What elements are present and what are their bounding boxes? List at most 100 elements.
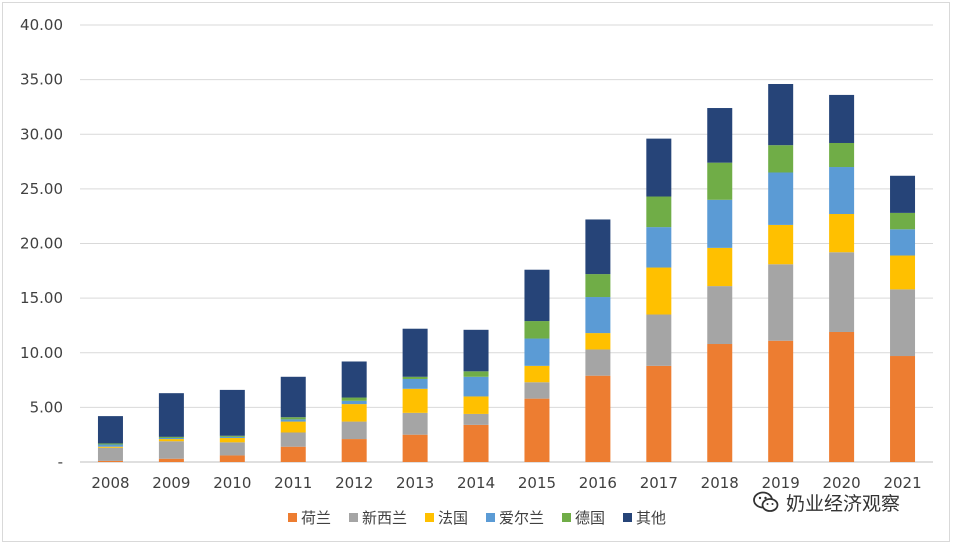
bar-segment [646,138,672,197]
legend-swatch [562,513,572,522]
bar-segment [707,247,733,287]
bar-segment [768,224,794,265]
bar-segment [829,214,855,253]
legend: 荷兰 新西兰 法国 爱尔兰 德国 其他 [0,507,954,528]
bar-segment [768,340,794,462]
bar-segment [158,436,184,438]
bar-segment [280,421,306,433]
x-tick-label: 2020 [823,474,861,492]
bar-segment [707,108,733,163]
bar-segment [585,274,611,298]
bar-segment [341,361,367,398]
bar-segment [341,400,367,405]
bar-segment [341,397,367,401]
x-tick-label: 2018 [701,474,739,492]
bar-segment [524,365,550,383]
y-tick-label: 25.00 [20,180,63,198]
bar-segment [463,424,489,462]
bars [97,83,916,462]
bar-segment [829,94,855,143]
bar-segment [524,269,550,322]
bar-segment [158,439,184,442]
y-tick-label: 15.00 [20,289,63,307]
watermark-text: 奶业经济观察 [786,492,901,515]
bar-segment [280,432,306,447]
y-tick-label: 20.00 [20,235,63,253]
y-tick-label: 35.00 [20,71,63,89]
bar-segment [341,439,367,462]
x-tick-label: 2019 [762,474,800,492]
bar-segment [463,371,489,377]
gridlines [80,24,933,463]
x-axis-ticks: 2008 2009 2010 2011 2012 2013 2014 2015 2016 2017… [91,474,921,492]
legend-label: 爱尔兰 [499,509,545,527]
legend-label: 荷兰 [300,509,331,527]
legend-label: 法国 [437,509,468,527]
legend-swatch [287,513,297,522]
bar-segment [646,196,672,228]
bar-segment [219,437,245,443]
bar-segment [219,436,245,438]
x-tick-label: 2011 [274,474,312,492]
bar-segment [890,289,916,357]
legend-item: 德国 [562,507,605,528]
bar-segment [768,172,794,225]
bar-segment [219,435,245,437]
bar-segment [158,458,184,462]
bar-segment [646,365,672,462]
bar-segment [646,227,672,268]
legend-item: 爱尔兰 [486,507,544,528]
x-tick-label: 2012 [335,474,373,492]
legend-label: 新西兰 [361,509,407,527]
legend-swatch [424,513,434,522]
bar-segment [829,252,855,332]
bar-segment [707,344,733,462]
bar-segment [829,167,855,215]
bar-segment [890,356,916,462]
bar-segment [585,219,611,275]
bar-segment [585,375,611,462]
legend-label: 德国 [575,509,606,527]
bar-segment [158,437,184,440]
bar-segment [890,175,916,213]
x-tick-label: 2016 [579,474,617,492]
bar-segment [890,229,916,256]
y-tick-label: 40.00 [20,16,63,34]
legend-swatch [486,513,495,522]
bar-segment [463,376,489,397]
bar-segment [158,441,184,459]
bar-segment [524,398,550,462]
bar-segment [707,286,733,345]
bar-segment [646,314,672,366]
legend-item: 法国 [424,507,468,528]
bar-segment [524,338,550,366]
bar-segment [707,162,733,200]
bar-segment [890,212,916,230]
bar-segment [402,376,428,379]
bar-segment [97,460,123,462]
bar-segment [341,404,367,422]
y-axis-ticks: - 5.00 10.00 15.00 20.00 25.00 30.00 35.00 40.00 [20,16,63,471]
bar-segment [158,393,184,437]
bar-segment [585,297,611,334]
legend-item: 新西兰 [348,507,407,528]
bar-segment [890,255,916,290]
bar-segment [524,321,550,339]
bar-segment [585,333,611,350]
y-tick-label: 30.00 [20,125,63,143]
bar-segment [402,434,428,462]
bar-segment [97,444,123,447]
legend-label: 其他 [636,509,667,527]
bar-segment [829,331,855,462]
x-tick-label: 2010 [213,474,251,492]
bar-segment [97,443,123,445]
bar-segment [768,83,794,146]
bar-segment [280,376,306,418]
bar-segment [97,416,123,444]
bar-segment [280,446,306,462]
bar-segment [585,349,611,376]
bar-segment [219,442,245,456]
bar-segment [829,142,855,168]
x-tick-label: 2009 [152,474,190,492]
